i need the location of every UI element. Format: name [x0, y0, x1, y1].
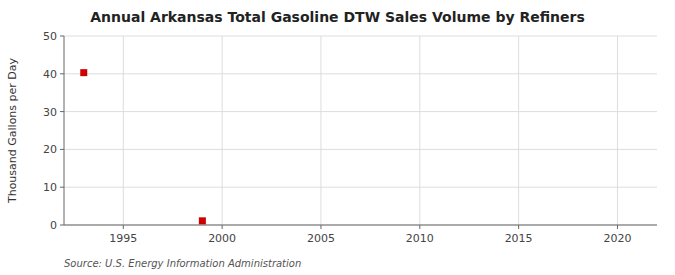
grid-line-x — [419, 36, 420, 225]
y-tick — [60, 111, 64, 112]
y-tick — [60, 187, 64, 188]
grid-line-y — [64, 111, 657, 112]
grid-line-y — [64, 36, 657, 37]
x-tick — [222, 225, 223, 229]
y-tick — [60, 149, 64, 150]
y-tick — [60, 73, 64, 74]
grid-line-y — [64, 187, 657, 188]
title: Annual Arkansas Total Gasoline DTW Sales… — [90, 9, 585, 25]
point — [199, 217, 206, 224]
y-tick-label: 0 — [50, 219, 57, 232]
y-axis-line — [64, 36, 65, 225]
grid-line-x — [123, 36, 124, 225]
axes: 1995 2000 2005 2010 2015 2020 0 10 20 30 40 50 — [43, 30, 631, 245]
grid-line-y — [64, 225, 657, 226]
x-tick-label: 2000 — [208, 232, 236, 245]
y-tick-label: 20 — [43, 143, 57, 156]
x-axis-line — [64, 225, 657, 226]
grid-line-y — [64, 149, 657, 150]
y-axis-label: Thousand Gallons per Day — [6, 57, 19, 204]
x-tick — [419, 225, 420, 229]
grid-line-x — [617, 36, 618, 225]
x-tick-label: 1995 — [109, 232, 137, 245]
points — [80, 69, 206, 224]
y-tick — [60, 225, 64, 226]
point — [80, 69, 87, 76]
x-tick-label: 2005 — [307, 232, 335, 245]
grid-line-x — [320, 36, 321, 225]
x-tick — [518, 225, 519, 229]
chart-container: Annual Arkansas Total Gasoline DTW Sales… — [0, 0, 675, 275]
x-tick-label: 2010 — [406, 232, 434, 245]
y-tick — [60, 36, 64, 37]
x-tick — [123, 225, 124, 229]
x-tick — [617, 225, 618, 229]
y-tick-label: 30 — [43, 106, 57, 119]
x-tick-label: 2020 — [603, 232, 631, 245]
x-tick — [320, 225, 321, 229]
x-tick-label: 2015 — [505, 232, 533, 245]
grid — [64, 36, 657, 225]
grid-line-x — [518, 36, 519, 225]
y-tick-label: 50 — [43, 30, 57, 43]
chart: Annual Arkansas Total Gasoline DTW Sales… — [0, 0, 675, 275]
source: Source: U.S. Energy Information Administ… — [64, 258, 301, 269]
y-tick-label: 10 — [43, 181, 57, 194]
grid-line-y — [64, 73, 657, 74]
grid-line-x — [222, 36, 223, 225]
y-tick-label: 40 — [43, 68, 57, 81]
